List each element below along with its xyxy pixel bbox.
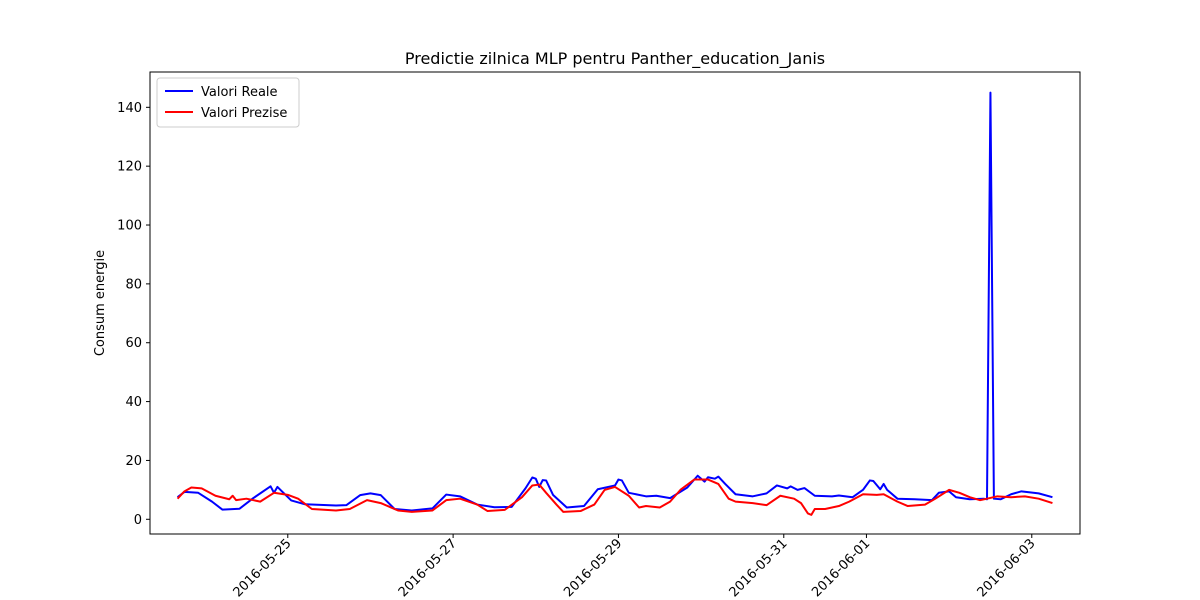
y-tick-label: 60 <box>125 336 142 351</box>
y-tick-label: 80 <box>125 277 142 292</box>
y-tick-label: 140 <box>117 101 142 116</box>
legend-label-0: Valori Reale <box>201 85 278 100</box>
legend-label-1: Valori Prezise <box>201 106 287 121</box>
y-axis-label: Consum energie <box>93 250 108 356</box>
y-tick-label: 100 <box>117 219 142 234</box>
plot-frame <box>149 71 1081 535</box>
y-tick-label: 0 <box>134 513 142 528</box>
chart-title: Predictie zilnica MLP pentru Panther_edu… <box>405 49 825 69</box>
y-tick-label: 40 <box>125 395 142 410</box>
series-line-1 <box>176 478 1053 516</box>
y-tick-label: 120 <box>117 160 142 175</box>
legend: Valori Reale Valori Prezise <box>156 77 300 128</box>
series-line-0 <box>176 91 1053 512</box>
y-tick-label: 20 <box>125 454 142 469</box>
